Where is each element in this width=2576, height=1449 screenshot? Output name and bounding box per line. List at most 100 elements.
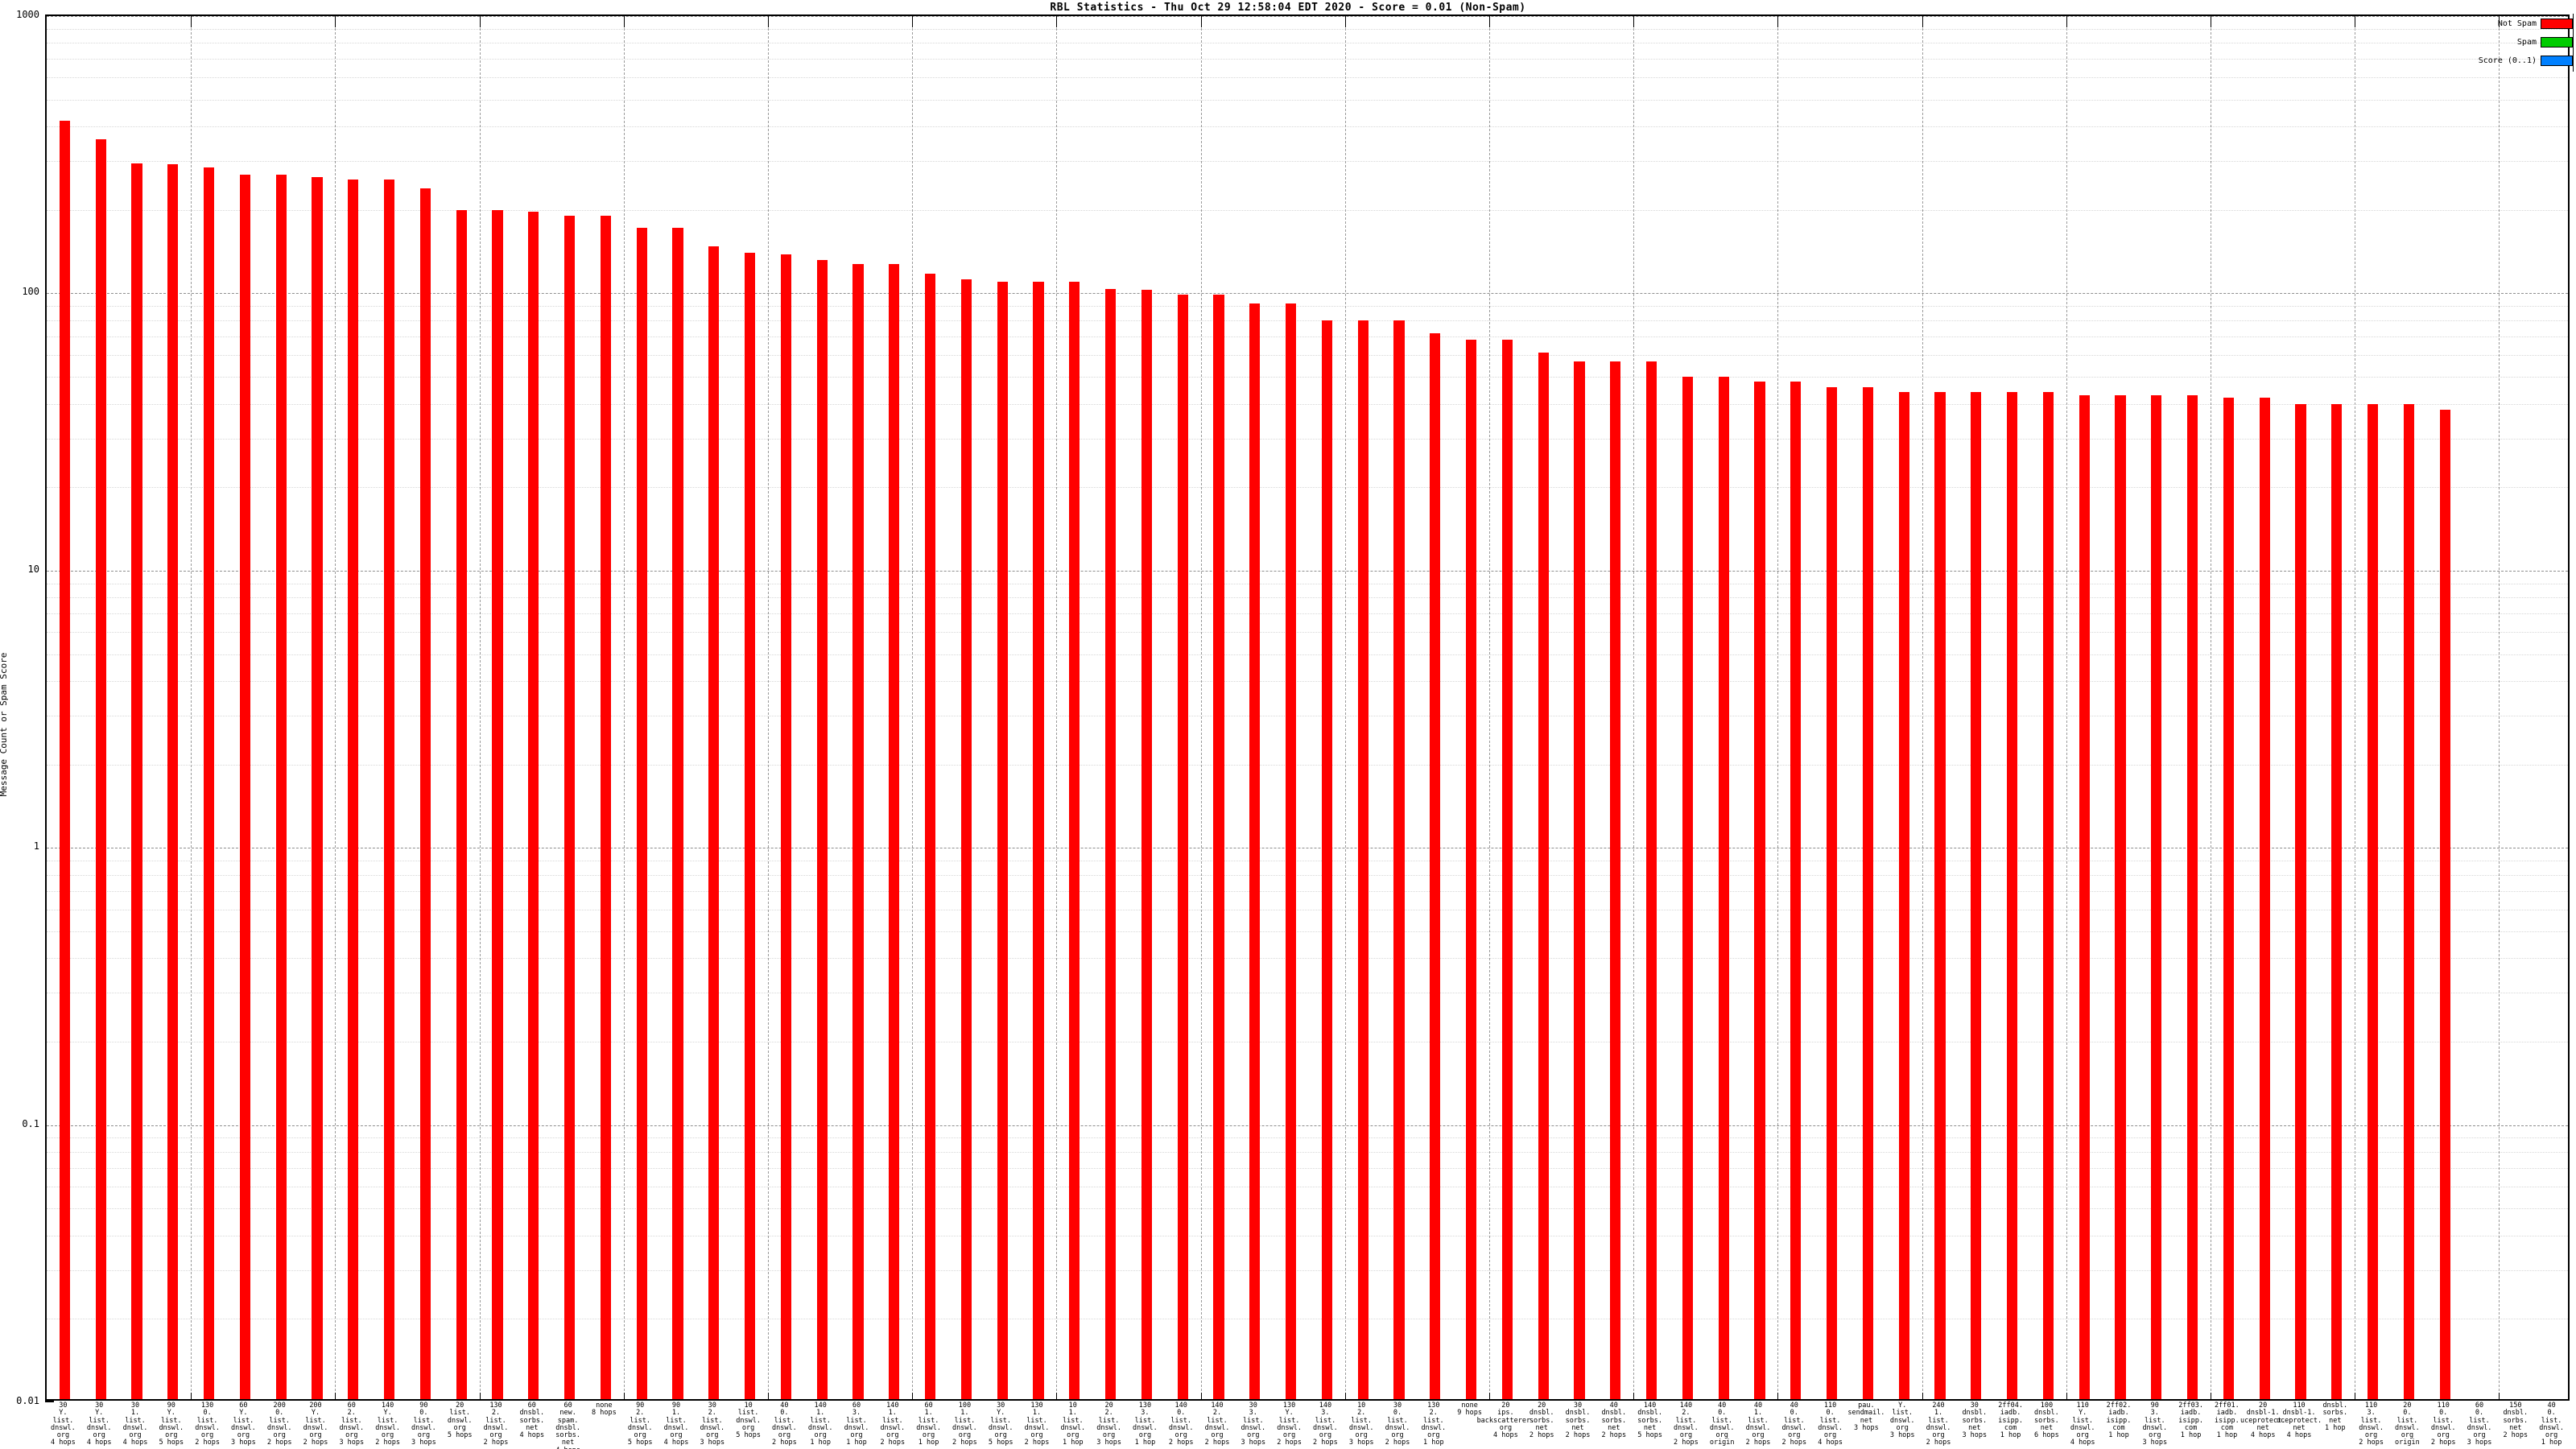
y-axis-tick-label: 0.01 <box>16 1395 39 1406</box>
bar <box>2403 403 2415 1399</box>
top-tick <box>1344 16 1346 27</box>
legend-swatch-spam <box>2541 36 2573 47</box>
horizontal-gridline <box>47 306 2568 308</box>
x-axis-tick-label: 2ff03. iadb. isipp. com 1 hop <box>2178 1402 2203 1440</box>
vertical-gridline <box>1200 16 1202 1399</box>
bar <box>1898 392 1909 1399</box>
x-axis-tick-label: 2ff02. iadb. isipp. com 1 hop <box>2106 1402 2132 1440</box>
bar <box>636 228 647 1399</box>
x-axis-tick-label: 2ff04. iadb. isipp. com 1 hop <box>1998 1402 2023 1440</box>
x-axis-labels: 30 Y. list. dnswl. org 4 hops 30 Y. list. dnswl. o… <box>45 1402 2570 1449</box>
x-axis-tick-label: 60 dnsbl. sorbs. net 4 hops <box>519 1402 545 1440</box>
bottom-tick <box>768 1393 769 1399</box>
x-axis-tick-label: 150 dnsbl. sorbs. net 2 hops <box>2503 1402 2529 1440</box>
bar <box>1357 320 1368 1399</box>
x-axis-tick-label: 40 0. list. dnswl. org origin <box>1709 1402 1735 1447</box>
bottom-tick <box>1200 1393 1202 1399</box>
x-axis-tick-label: 130 1. list. dnswl. org 2 hops <box>1024 1402 1050 1447</box>
x-axis-tick-label: 20 dnsbl. sorbs. net 2 hops <box>1529 1402 1554 1440</box>
horizontal-gridline <box>47 1137 2568 1139</box>
horizontal-gridline <box>47 438 2568 440</box>
vertical-gridline <box>1922 16 1923 1399</box>
x-axis-tick-label: 240 1. list. dnswl. org 2 hops <box>1926 1402 1951 1447</box>
bar <box>2115 394 2126 1399</box>
bar <box>960 279 972 1399</box>
vertical-gridline <box>768 16 769 1399</box>
x-axis-tick-label: 90 2. list. dnswl. org 5 hops <box>627 1402 653 1447</box>
legend-label: Score (0..1) <box>2478 56 2537 65</box>
y-axis-tick-label: 1 <box>33 840 39 852</box>
bar <box>2367 403 2379 1399</box>
top-tick <box>623 16 625 27</box>
x-axis-tick-label: 30 3. list. dnswl. org 3 hops <box>1241 1402 1266 1447</box>
vertical-gridline <box>1777 16 1779 1399</box>
bar <box>456 209 467 1399</box>
bar <box>2223 398 2235 1399</box>
bottom-tick <box>912 1393 914 1399</box>
bar <box>383 179 395 1399</box>
bar <box>708 246 720 1399</box>
horizontal-gridline <box>47 1152 2568 1153</box>
bar <box>2186 394 2198 1399</box>
horizontal-gridline <box>47 597 2568 599</box>
vertical-gridline <box>2499 16 2500 1399</box>
x-axis-tick-label: 20 dnsbl-1. uceprotect. net 4 hops <box>2240 1402 2286 1440</box>
bottom-tick <box>2499 1393 2500 1399</box>
bar <box>2259 398 2270 1399</box>
horizontal-gridline <box>47 77 2568 79</box>
x-axis-tick-label: 110 0. list. dnswl. org 4 hops <box>1818 1402 1843 1447</box>
x-axis-tick-label: 140 0. list. dnswl. org 2 hops <box>1168 1402 1194 1447</box>
top-tick <box>2066 16 2067 27</box>
horizontal-gridline <box>47 931 2568 932</box>
x-axis-tick-label: 100 dnsbl. sorbs. net 6 hops <box>2034 1402 2059 1440</box>
bar <box>1538 353 1549 1399</box>
bar <box>1321 320 1333 1399</box>
horizontal-gridline <box>47 209 2568 211</box>
horizontal-gridline <box>47 874 2568 876</box>
x-axis-tick-label: 90 0. list. dnswl. org 3 hops <box>411 1402 436 1447</box>
legend-swatch-not-spam <box>2541 18 2573 29</box>
x-axis-tick-label: 30 0. list. dnswl. org 2 hops <box>1385 1402 1410 1447</box>
horizontal-gridline <box>47 126 2568 128</box>
bar <box>2331 403 2343 1399</box>
bottom-tick <box>1922 1393 1923 1399</box>
bar <box>924 273 936 1399</box>
x-axis-tick-label: 140 dnsbl. sorbs. net 5 hops <box>1637 1402 1662 1440</box>
bar <box>1610 361 1621 1399</box>
bar <box>203 167 215 1399</box>
vertical-gridline <box>1489 16 1490 1399</box>
bar <box>2079 394 2090 1399</box>
top-tick <box>1056 16 1058 27</box>
legend-label: Spam <box>2516 37 2537 47</box>
x-axis-tick-label: 30 Y. list. dnswl. org 4 hops <box>51 1402 76 1447</box>
bar <box>95 138 106 1399</box>
plot-inner <box>47 16 2568 1399</box>
vertical-gridline <box>2066 16 2067 1399</box>
x-axis-tick-label: 110 0. list. dnswl. org 2 hops <box>2430 1402 2456 1447</box>
top-tick <box>191 16 192 27</box>
bar <box>2006 392 2018 1399</box>
horizontal-gridline <box>47 890 2568 892</box>
x-axis-tick-label: 140 Y. list. dnswl. org 2 hops <box>375 1402 400 1447</box>
bar <box>889 263 900 1399</box>
bar <box>1574 361 1585 1399</box>
horizontal-gridline <box>47 1269 2568 1271</box>
legend-border <box>2573 14 2574 72</box>
bar <box>419 188 431 1399</box>
bottom-tick <box>1489 1393 1490 1399</box>
bar <box>1177 294 1188 1399</box>
bar <box>1501 340 1513 1399</box>
x-axis-tick-label: 90 3. list. dnswl. org 3 hops <box>2142 1402 2168 1447</box>
bar <box>1934 392 1946 1399</box>
x-axis-tick-label: 140 2. list. dnswl. org 2 hops <box>1204 1402 1230 1447</box>
bar <box>816 259 828 1399</box>
vertical-gridline <box>479 16 481 1399</box>
bar <box>167 164 179 1399</box>
bar <box>600 216 612 1399</box>
x-axis-tick-label: 20 ips. backscatterer. org 4 hops <box>1476 1402 1535 1440</box>
horizontal-gridline <box>47 99 2568 101</box>
y-axis-labels: 1000 100 10 1 0.1 0.01 <box>0 9 42 1406</box>
bar <box>275 175 287 1399</box>
top-tick <box>1200 16 1202 27</box>
